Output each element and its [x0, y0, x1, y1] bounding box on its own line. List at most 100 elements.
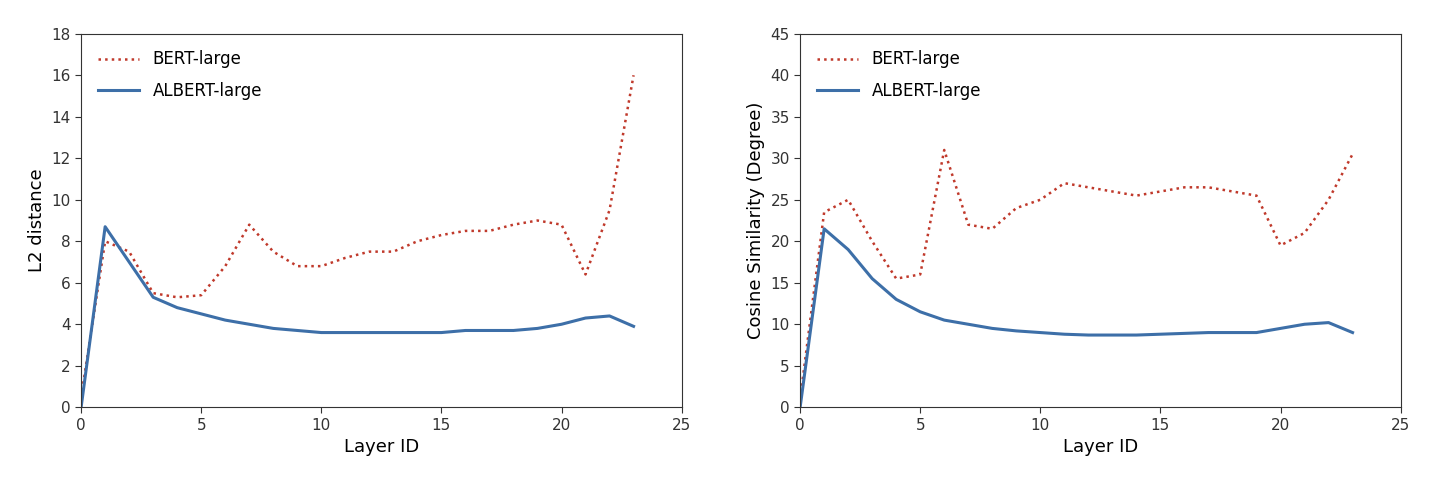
- ALBERT-large: [336, 330, 354, 335]
- ALBERT-large: [1296, 321, 1313, 327]
- ALBERT-large: [912, 309, 929, 315]
- BERT-large: [529, 218, 546, 224]
- BERT-large: [887, 276, 905, 282]
- BERT-large: [840, 197, 857, 203]
- BERT-large: [1031, 197, 1048, 203]
- ALBERT-large: [1031, 330, 1048, 335]
- ALBERT-large: [457, 328, 475, 333]
- Legend: BERT-large, ALBERT-large: BERT-large, ALBERT-large: [808, 42, 989, 108]
- ALBERT-large: [1345, 330, 1362, 335]
- BERT-large: [240, 222, 257, 227]
- BERT-large: [408, 238, 426, 244]
- BERT-large: [912, 272, 929, 277]
- ALBERT-large: [361, 330, 378, 335]
- Line: BERT-large: BERT-large: [81, 76, 634, 397]
- ALBERT-large: [217, 317, 234, 323]
- BERT-large: [577, 272, 594, 277]
- BERT-large: [1345, 151, 1362, 157]
- ALBERT-large: [791, 404, 808, 410]
- BERT-large: [1271, 242, 1288, 248]
- BERT-large: [1008, 205, 1025, 211]
- ALBERT-large: [72, 404, 89, 410]
- BERT-large: [791, 396, 808, 402]
- BERT-large: [1224, 189, 1241, 195]
- Legend: BERT-large, ALBERT-large: BERT-large, ALBERT-large: [89, 42, 270, 108]
- BERT-large: [96, 238, 114, 244]
- BERT-large: [505, 222, 522, 227]
- BERT-large: [168, 294, 186, 300]
- BERT-large: [1248, 193, 1265, 198]
- ALBERT-large: [529, 326, 546, 332]
- ALBERT-large: [1055, 332, 1073, 337]
- Y-axis label: Cosine Similarity (Degree): Cosine Similarity (Degree): [746, 102, 765, 339]
- ALBERT-large: [480, 328, 498, 333]
- ALBERT-large: [385, 330, 403, 335]
- BERT-large: [361, 249, 378, 255]
- BERT-large: [457, 228, 475, 234]
- BERT-large: [1104, 189, 1122, 195]
- ALBERT-large: [1104, 332, 1122, 338]
- ALBERT-large: [1008, 328, 1025, 334]
- ALBERT-large: [864, 276, 881, 282]
- BERT-large: [1127, 193, 1145, 198]
- X-axis label: Layer ID: Layer ID: [344, 438, 418, 456]
- BERT-large: [72, 394, 89, 400]
- BERT-large: [1296, 230, 1313, 236]
- BERT-large: [121, 249, 138, 255]
- ALBERT-large: [168, 305, 186, 311]
- ALBERT-large: [240, 321, 257, 327]
- BERT-large: [289, 263, 306, 269]
- ALBERT-large: [840, 247, 857, 253]
- Line: ALBERT-large: ALBERT-large: [81, 227, 634, 407]
- X-axis label: Layer ID: Layer ID: [1063, 438, 1137, 456]
- BERT-large: [312, 263, 329, 269]
- ALBERT-large: [936, 317, 953, 323]
- BERT-large: [1320, 197, 1337, 203]
- BERT-large: [1176, 184, 1194, 190]
- BERT-large: [815, 209, 833, 215]
- ALBERT-large: [815, 226, 833, 232]
- BERT-large: [193, 292, 210, 298]
- BERT-large: [984, 226, 1001, 232]
- ALBERT-large: [96, 224, 114, 229]
- ALBERT-large: [577, 315, 594, 321]
- Line: ALBERT-large: ALBERT-large: [800, 229, 1353, 407]
- BERT-large: [936, 147, 953, 153]
- BERT-large: [626, 73, 643, 78]
- ALBERT-large: [433, 330, 450, 335]
- BERT-large: [336, 255, 354, 261]
- ALBERT-large: [1248, 330, 1265, 335]
- ALBERT-large: [289, 328, 306, 333]
- ALBERT-large: [265, 326, 282, 332]
- ALBERT-large: [1224, 330, 1241, 335]
- ALBERT-large: [1127, 332, 1145, 338]
- ALBERT-large: [626, 323, 643, 329]
- ALBERT-large: [193, 311, 210, 317]
- ALBERT-large: [552, 321, 569, 327]
- BERT-large: [385, 249, 403, 255]
- BERT-large: [1152, 189, 1169, 195]
- Line: BERT-large: BERT-large: [800, 150, 1353, 399]
- BERT-large: [1055, 180, 1073, 186]
- ALBERT-large: [984, 326, 1001, 332]
- BERT-large: [1080, 184, 1097, 190]
- ALBERT-large: [408, 330, 426, 335]
- BERT-large: [959, 222, 976, 227]
- Y-axis label: L2 distance: L2 distance: [27, 169, 46, 272]
- ALBERT-large: [601, 313, 618, 319]
- BERT-large: [480, 228, 498, 234]
- BERT-large: [864, 238, 881, 244]
- BERT-large: [1199, 184, 1217, 190]
- ALBERT-large: [1320, 320, 1337, 326]
- ALBERT-large: [121, 259, 138, 265]
- ALBERT-large: [145, 294, 162, 300]
- BERT-large: [601, 207, 618, 213]
- ALBERT-large: [887, 297, 905, 302]
- BERT-large: [217, 263, 234, 269]
- ALBERT-large: [1176, 331, 1194, 336]
- BERT-large: [145, 290, 162, 296]
- BERT-large: [552, 222, 569, 227]
- ALBERT-large: [959, 321, 976, 327]
- BERT-large: [265, 249, 282, 255]
- ALBERT-large: [1080, 332, 1097, 338]
